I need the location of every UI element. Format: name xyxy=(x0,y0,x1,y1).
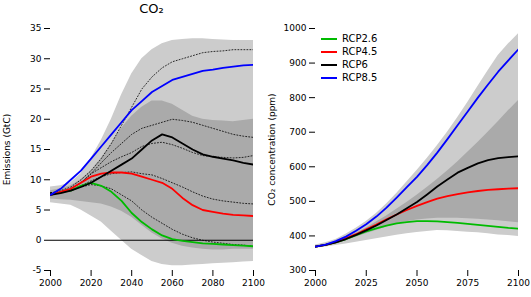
svg-text:700: 700 xyxy=(289,127,306,137)
svg-text:5: 5 xyxy=(36,205,42,215)
svg-text:-5: -5 xyxy=(33,265,42,275)
svg-text:2080: 2080 xyxy=(201,278,224,288)
svg-text:10: 10 xyxy=(30,175,42,185)
svg-text:2075: 2075 xyxy=(456,278,479,288)
svg-text:30: 30 xyxy=(30,54,42,64)
svg-text:0: 0 xyxy=(36,235,42,245)
svg-text:25: 25 xyxy=(30,84,41,94)
svg-text:2025: 2025 xyxy=(355,278,378,288)
html-text:RCP2.6: RCP2.6 xyxy=(342,33,378,44)
svg-text:600: 600 xyxy=(289,162,306,172)
svg-text:2000: 2000 xyxy=(304,278,327,288)
svg-text:CO₂ concentration (ppm): CO₂ concentration (ppm) xyxy=(267,93,277,205)
html-text:RCP4.5: RCP4.5 xyxy=(342,46,378,57)
svg-text:20: 20 xyxy=(30,114,42,124)
html-text:RCP8.5: RCP8.5 xyxy=(342,72,378,83)
html-text:RCP6: RCP6 xyxy=(342,59,368,70)
svg-text:1000: 1000 xyxy=(284,23,307,33)
svg-text:2050: 2050 xyxy=(406,278,429,288)
html-text:CO₂: CO₂ xyxy=(139,1,164,16)
svg-text:300: 300 xyxy=(289,265,306,275)
svg-text:15: 15 xyxy=(30,144,41,154)
svg-text:2000: 2000 xyxy=(39,278,62,288)
svg-text:2060: 2060 xyxy=(161,278,184,288)
svg-text:400: 400 xyxy=(289,231,306,241)
svg-text:2100: 2100 xyxy=(507,278,530,288)
svg-text:Emissions (GtC): Emissions (GtC) xyxy=(2,114,12,185)
svg-text:2020: 2020 xyxy=(80,278,103,288)
svg-text:500: 500 xyxy=(289,196,306,206)
svg-text:900: 900 xyxy=(289,58,306,68)
svg-text:2100: 2100 xyxy=(242,278,265,288)
svg-text:35: 35 xyxy=(30,23,41,33)
svg-text:800: 800 xyxy=(289,93,306,103)
svg-text:2040: 2040 xyxy=(120,278,143,288)
